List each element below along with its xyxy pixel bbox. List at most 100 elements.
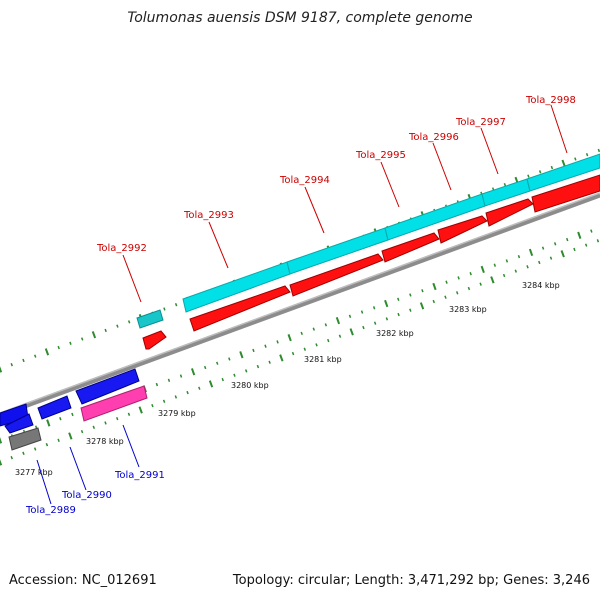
accession-text: Accession: NC_012691 <box>9 573 157 588</box>
major-tick <box>44 348 50 356</box>
minor-tick <box>264 344 267 348</box>
minor-tick <box>469 272 472 276</box>
minor-tick <box>80 337 84 341</box>
label-tola-2998[interactable]: Tola_2998 <box>525 95 576 106</box>
minor-tick <box>92 425 96 429</box>
minor-tick <box>584 243 588 247</box>
major-tick <box>279 354 284 362</box>
label-tola-2991[interactable]: Tola_2991 <box>114 470 165 481</box>
major-tick <box>0 436 3 444</box>
minor-tick <box>505 259 509 263</box>
gene-arrow-tola-2996[interactable] <box>437 215 488 244</box>
other-feature-bar[interactable] <box>8 427 42 451</box>
minor-tick <box>597 148 600 153</box>
major-tick <box>419 302 425 310</box>
forward-gene-labels: Tola_2992 Tola_2993 Tola_2994 Tola_2995 … <box>96 95 576 254</box>
minor-tick <box>444 295 447 299</box>
minor-tick <box>45 442 49 447</box>
minor-tick <box>116 324 119 328</box>
gene-arrow-tola-2994[interactable] <box>289 253 384 297</box>
kbp-label: 3279 kbp <box>158 409 196 418</box>
major-tick <box>384 299 389 308</box>
major-tick <box>68 432 73 440</box>
minor-tick <box>69 341 72 345</box>
kbp-label: 3280 kbp <box>231 381 269 390</box>
kbp-label: 3283 kbp <box>449 305 487 314</box>
minor-tick <box>327 338 330 343</box>
minor-tick <box>167 378 171 382</box>
minor-tick <box>385 317 389 321</box>
genome-summary-text: Topology: circular; Length: 3,471,292 bp… <box>232 573 590 588</box>
major-tick <box>91 331 97 339</box>
label-tola-2993[interactable]: Tola_2993 <box>183 210 234 221</box>
minor-tick <box>585 153 589 157</box>
major-tick <box>46 419 51 427</box>
minor-tick <box>233 373 236 377</box>
minor-tick <box>432 299 435 304</box>
minor-tick <box>421 289 424 293</box>
minor-tick <box>312 327 315 331</box>
kbp-label: 3282 kbp <box>376 329 414 338</box>
minor-tick <box>527 174 530 178</box>
minor-tick <box>502 273 506 278</box>
gene-arrow-tola-2995[interactable] <box>381 232 440 263</box>
reverse-gene-labels: Tola_2989 Tola_2990 Tola_2991 <box>25 470 165 516</box>
minor-tick <box>174 395 178 399</box>
label-tola-2994[interactable]: Tola_2994 <box>279 175 330 186</box>
kbp-label: 3284 kbp <box>522 281 560 290</box>
product-bar[interactable] <box>136 309 164 329</box>
major-tick <box>561 159 566 167</box>
minor-tick <box>71 412 74 417</box>
minor-tick <box>22 358 25 363</box>
minor-tick <box>493 263 497 267</box>
minor-tick <box>574 157 577 161</box>
minor-tick <box>228 357 231 361</box>
gene-arrow-tola-2992[interactable] <box>142 330 167 350</box>
minor-tick <box>57 345 60 350</box>
minor-tick <box>174 303 178 307</box>
minor-tick <box>276 340 279 344</box>
label-tola-2989[interactable]: Tola_2989 <box>25 505 76 516</box>
label-tola-2995[interactable]: Tola_2995 <box>355 150 406 161</box>
minor-tick <box>397 297 400 301</box>
label-tola-2990[interactable]: Tola_2990 <box>61 490 112 501</box>
reverse-gene-track <box>0 368 140 434</box>
gene-arrow-tola-2989[interactable] <box>4 413 34 434</box>
major-tick <box>490 276 495 284</box>
product-bar[interactable] <box>526 153 600 192</box>
major-tick <box>577 231 582 239</box>
label-tola-2997[interactable]: Tola_2997 <box>455 117 506 128</box>
minor-tick <box>268 360 271 364</box>
minor-tick <box>163 307 166 311</box>
minor-tick <box>34 354 37 358</box>
gene-arrow-reverse-large[interactable] <box>75 368 140 405</box>
kbp-label: 3278 kbp <box>86 437 124 446</box>
label-tola-2996[interactable]: Tola_2996 <box>408 132 459 143</box>
minor-tick <box>526 265 529 269</box>
product-bar-tola-2991[interactable] <box>80 385 148 422</box>
gene-arrow-tola-2998[interactable] <box>531 174 600 213</box>
gene-arrow-tola-2993[interactable] <box>189 285 291 332</box>
major-tick <box>287 334 292 342</box>
minor-tick <box>338 334 342 338</box>
minor-tick <box>455 291 459 295</box>
major-tick <box>335 316 341 325</box>
map-title: Tolumonas auensis DSM 9187, complete gen… <box>127 10 473 26</box>
minor-tick <box>186 390 189 395</box>
label-tola-2992[interactable]: Tola_2992 <box>96 243 147 254</box>
minor-tick <box>550 165 554 170</box>
minor-tick <box>324 323 328 327</box>
minor-tick <box>590 229 593 233</box>
gene-arrow-tola-2990[interactable] <box>37 395 72 420</box>
minor-tick <box>300 331 303 336</box>
minor-tick <box>22 451 25 455</box>
major-tick <box>239 351 244 359</box>
major-tick <box>208 380 214 388</box>
minor-tick <box>566 237 569 242</box>
minor-tick <box>10 363 13 367</box>
product-bar[interactable] <box>384 193 486 241</box>
minor-tick <box>409 308 412 312</box>
minor-tick <box>59 417 62 421</box>
product-bar[interactable] <box>286 227 389 275</box>
